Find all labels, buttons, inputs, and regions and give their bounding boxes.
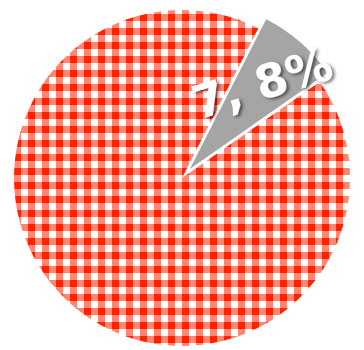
pie-slice-7-8-percent: [189, 19, 328, 169]
pie-slice-main: [13, 10, 350, 347]
